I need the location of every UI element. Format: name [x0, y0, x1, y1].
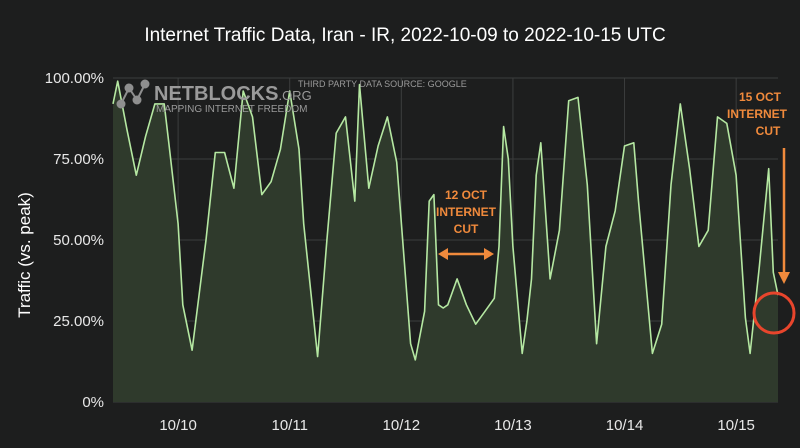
down-arrow-icon	[778, 148, 790, 284]
annotation-oct-15: 15 OCT INTERNET CUT	[727, 90, 796, 335]
annotation-oct-12: 12 OCT INTERNET CUT	[436, 188, 497, 260]
double-arrow-icon	[438, 248, 494, 260]
annotation-oct-12-line1: 12 OCT	[445, 188, 488, 202]
y-tick-label: 50.00%	[53, 232, 104, 249]
netblocks-watermark: NETBLOCKS.ORG MAPPING INTERNET FREEDOM T…	[116, 79, 467, 115]
x-tick-label: 10/13	[494, 417, 532, 434]
traffic-line	[112, 80, 779, 361]
netblocks-logo-icon	[116, 79, 150, 109]
data-source-label: THIRD PARTY DATA SOURCE: GOOGLE	[298, 79, 467, 89]
brand-logo-text: NETBLOCKS.ORG	[154, 83, 312, 105]
y-tick-label: 100.00%	[45, 70, 104, 87]
y-axis-ticks: 0% 25.00% 50.00% 75.00% 100.00%	[45, 70, 104, 411]
x-tick-label: 10/15	[717, 417, 755, 434]
y-tick-label: 25.00%	[53, 313, 104, 330]
x-tick-label: 10/12	[383, 417, 421, 434]
y-tick-label: 0%	[82, 394, 104, 411]
annotation-oct-15-line1: 15 OCT	[739, 90, 782, 104]
brand-tagline: MAPPING INTERNET FREEDOM	[156, 104, 308, 115]
y-axis-label: Traffic (vs. peak)	[15, 192, 34, 318]
plot-area	[112, 80, 779, 402]
annotation-oct-15-line2: INTERNET	[727, 107, 788, 121]
x-tick-label: 10/11	[271, 417, 307, 434]
annotation-oct-15-line3: CUT	[756, 124, 781, 138]
traffic-area	[113, 81, 778, 402]
y-tick-label: 75.00%	[53, 151, 104, 168]
x-axis-ticks: 10/10 10/11 10/12 10/13 10/14 10/15	[159, 417, 755, 434]
annotation-oct-12-line2: INTERNET	[436, 205, 497, 219]
chart-title: Internet Traffic Data, Iran - IR, 2022-1…	[144, 25, 665, 46]
x-tick-label: 10/10	[159, 417, 197, 434]
x-tick-label: 10/14	[606, 417, 644, 434]
annotation-oct-12-line3: CUT	[454, 222, 479, 236]
highlight-circle	[752, 291, 796, 335]
